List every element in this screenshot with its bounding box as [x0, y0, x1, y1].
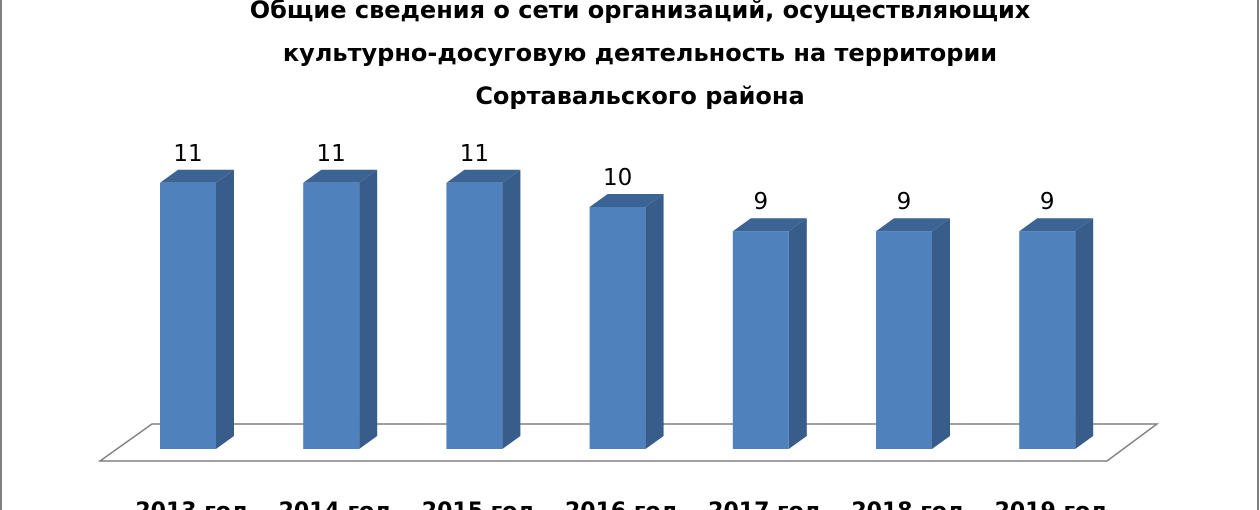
bar	[303, 182, 360, 450]
value-label: 11	[173, 141, 202, 167]
bar	[732, 231, 789, 449]
value-label: 9	[1040, 189, 1055, 215]
x-tick-label: 2016 год	[565, 499, 678, 510]
value-label: 11	[317, 141, 346, 167]
x-tick-label: 2013 год	[135, 499, 248, 510]
x-tick-label: 2015 год	[422, 499, 535, 510]
value-label: 9	[753, 189, 768, 215]
bar-side	[788, 218, 807, 449]
bar-top	[303, 169, 378, 183]
bar-top	[1019, 218, 1094, 232]
bar	[876, 231, 932, 449]
x-tick-label: 2017 год	[708, 499, 821, 510]
bar-top	[160, 169, 234, 183]
bar	[446, 182, 503, 450]
bar-side	[502, 169, 521, 450]
bar-side	[932, 218, 950, 449]
bar-top	[876, 218, 950, 232]
bar-side	[645, 194, 664, 449]
chart-title: Сортавальского района	[475, 82, 804, 110]
bar-side	[1075, 218, 1094, 449]
chart-title: Общие сведения о сети организаций, осуще…	[250, 0, 1031, 24]
value-label: 11	[460, 141, 489, 167]
x-tick-label: 2019 год	[995, 499, 1108, 510]
x-tick-label: 2018 год	[851, 499, 964, 510]
bar-top	[446, 169, 521, 183]
bar-top	[589, 194, 664, 207]
bar-side	[216, 169, 234, 450]
bar-side	[359, 169, 378, 450]
x-tick-label: 2014 год	[279, 499, 392, 510]
chart-title: культурно-досуговую деятельность на терр…	[283, 39, 997, 67]
value-label: 9	[897, 189, 912, 215]
bar-top	[732, 218, 807, 232]
bar	[160, 182, 216, 450]
bar	[1019, 231, 1076, 449]
value-label: 10	[603, 165, 632, 191]
bar	[589, 207, 646, 449]
